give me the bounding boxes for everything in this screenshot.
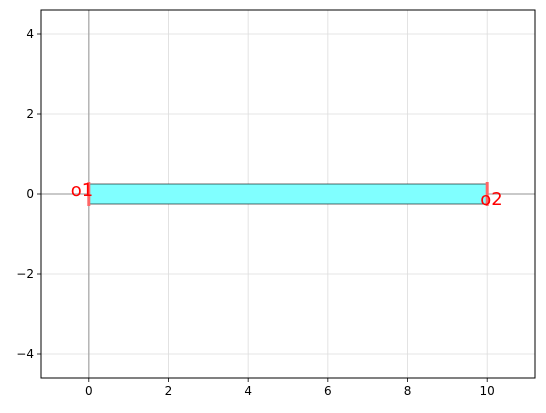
x-tick-label-3: 6 <box>324 384 332 398</box>
x-axis-ticks: 0 2 4 6 8 10 <box>85 378 495 398</box>
y-tick-label-1: −2 <box>16 267 34 281</box>
port-label-o1: o1 <box>71 180 93 201</box>
ports-layer: o1 o2 <box>71 180 503 210</box>
waveguide-component <box>88 183 488 205</box>
y-tick-label-4: 4 <box>26 27 34 41</box>
x-tick-label-1: 2 <box>165 384 173 398</box>
y-tick-label-3: 2 <box>26 107 34 121</box>
y-axis-ticks: −4 −2 0 2 4 <box>16 27 41 361</box>
y-tick-label-2: 0 <box>26 187 34 201</box>
x-tick-label-5: 10 <box>480 384 495 398</box>
port-label-o2: o2 <box>480 189 502 210</box>
x-tick-label-0: 0 <box>85 384 93 398</box>
x-tick-label-2: 4 <box>244 384 252 398</box>
y-tick-label-0: −4 <box>16 347 34 361</box>
x-tick-label-4: 8 <box>404 384 412 398</box>
waveguide-rectangle <box>88 183 488 205</box>
